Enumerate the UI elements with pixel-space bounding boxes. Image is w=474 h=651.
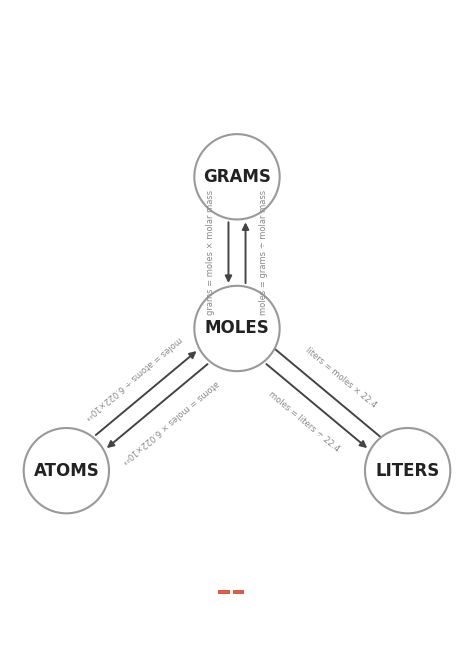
Bar: [233, 592, 244, 594]
Text: atoms = moles × 6.022×10²³: atoms = moles × 6.022×10²³: [119, 378, 220, 464]
Bar: [218, 592, 230, 594]
Text: MOLE CONVERSION FORMULAS: MOLE CONVERSION FORMULAS: [30, 29, 444, 53]
Circle shape: [194, 134, 280, 219]
Bar: [233, 590, 244, 592]
Text: www.inchcalculator.com: www.inchcalculator.com: [174, 619, 300, 630]
Text: moles = grams ÷ molar mass: moles = grams ÷ molar mass: [259, 190, 267, 315]
Text: moles = liters ÷ 22.4: moles = liters ÷ 22.4: [267, 389, 341, 454]
Text: moles = atoms ÷ 6.022×10²³: moles = atoms ÷ 6.022×10²³: [83, 335, 184, 421]
Bar: [218, 590, 230, 592]
Text: liters = moles × 22.4: liters = moles × 22.4: [303, 346, 378, 409]
Circle shape: [365, 428, 450, 514]
FancyBboxPatch shape: [219, 589, 255, 595]
Circle shape: [24, 428, 109, 514]
Text: ATOMS: ATOMS: [34, 462, 99, 480]
Text: grams = moles × molar mass: grams = moles × molar mass: [207, 190, 215, 315]
Text: MOLES: MOLES: [205, 320, 269, 337]
Text: GRAMS: GRAMS: [203, 168, 271, 186]
Text: LITERS: LITERS: [375, 462, 440, 480]
Circle shape: [194, 286, 280, 371]
